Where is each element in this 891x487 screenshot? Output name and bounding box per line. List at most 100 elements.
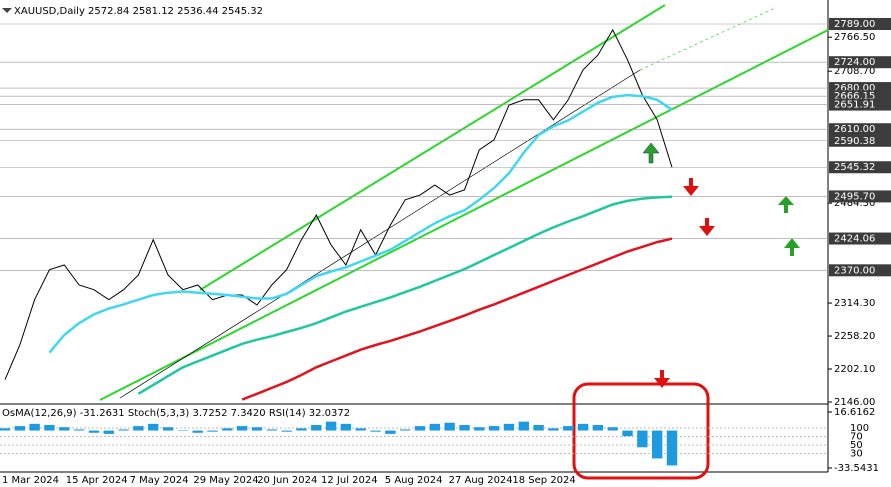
channel-mid (119, 69, 641, 399)
osma-bar (400, 429, 411, 431)
y-tick-label: 2766.50 (834, 32, 875, 43)
line-series (241, 237, 673, 401)
x-tick-label: 18 Sep 2024 (512, 475, 575, 486)
y-tick-label: 2202.10 (834, 364, 875, 375)
osma-bar (207, 430, 218, 432)
level-label: 2370.00 (834, 265, 875, 276)
osma-bar (533, 424, 544, 431)
osma-bar (488, 426, 500, 431)
osma-bar (296, 428, 307, 431)
x-tick-label: 15 Apr 2024 (66, 475, 128, 486)
osma-bar (222, 428, 233, 431)
osma-bar (29, 423, 40, 431)
osma-bar (651, 430, 663, 459)
osma-bar (385, 430, 396, 434)
osma-bar (370, 430, 381, 432)
level-tag (829, 17, 891, 30)
osma-bar (340, 423, 352, 431)
osma-bar (563, 426, 574, 431)
osma-bar (148, 423, 159, 431)
symbol-icon (2, 8, 12, 13)
level-tag (829, 98, 891, 111)
osma-bar (503, 423, 515, 431)
level-tag (829, 232, 891, 245)
osma-bar (162, 427, 174, 431)
osma-bar (355, 428, 366, 431)
line-series (48, 93, 673, 354)
level-tag (829, 56, 891, 69)
level-tag (829, 134, 891, 147)
level-label: 2545.32 (834, 162, 875, 173)
level-label: 2789.00 (834, 19, 875, 30)
osma-bar (592, 424, 604, 431)
x-tick-label: 27 Aug 2024 (449, 475, 513, 486)
osma-bar (666, 430, 678, 466)
osma-bar (548, 428, 559, 431)
osma-bar (44, 424, 55, 431)
osma-bar (73, 429, 85, 431)
osma-bar (192, 430, 203, 433)
osma-bar (118, 429, 129, 431)
channel-mid-ext (639, 7, 776, 71)
level-label: 2651.91 (834, 100, 875, 111)
x-tick-label: 5 Aug 2024 (385, 475, 443, 486)
osma-bar (103, 430, 114, 434)
x-tick-label: 29 May 2024 (193, 475, 258, 486)
osma-bar (14, 426, 26, 431)
osma-bar (88, 430, 100, 433)
level-label: 2680.00 (834, 83, 875, 94)
osma-bar (251, 427, 263, 431)
osma-bar (444, 422, 455, 431)
line-series (137, 195, 673, 395)
osma-bar (281, 430, 292, 432)
osma-bar (236, 426, 248, 431)
level-label: 2590.38 (834, 136, 875, 147)
osc-level-label: 30 (850, 449, 863, 460)
y-tick-label: 2708.70 (834, 66, 875, 77)
osma-bar (474, 427, 485, 431)
y-tick-label: 2314.30 (834, 298, 875, 309)
oscillator-title: OsMA(12,26,9) -31.2631 Stoch(5,3,3) 3.72… (2, 408, 350, 419)
chart-title: XAUUSD,Daily 2572.84 2581.12 2536.44 254… (14, 6, 263, 17)
osma-bar (311, 424, 322, 431)
line-series (4, 28, 673, 380)
level-label: 2424.06 (834, 234, 875, 245)
level-label: 2724.00 (834, 57, 875, 68)
osma-bar (325, 421, 337, 431)
osma-bar (133, 426, 144, 431)
highlight-box (572, 382, 710, 480)
osma-bar (637, 430, 648, 448)
x-tick-label: 1 Mar 2024 (2, 475, 59, 486)
y-tick-label: 2146.00 (834, 397, 875, 408)
osc-level-label: 70 (850, 432, 863, 443)
osma-bar (429, 423, 441, 431)
x-tick-label: 7 May 2024 (130, 475, 189, 486)
level-tag (829, 123, 891, 136)
y-tick-label: 2484.30 (834, 198, 875, 209)
osc-level-label: 50 (850, 440, 863, 451)
osma-bar (59, 427, 70, 431)
level-tag (829, 161, 891, 174)
channel-lower (99, 29, 829, 401)
osma-bar (0, 428, 11, 431)
level-tag (829, 190, 891, 203)
osma-bar (459, 424, 470, 431)
level-label: 2666.15 (834, 91, 875, 102)
x-tick-label: 20 Jun 2024 (257, 475, 317, 486)
channel-upper (199, 4, 666, 291)
y2-tick-label: -33.5431 (834, 463, 879, 474)
arrows (642, 142, 800, 388)
osma-bar (414, 426, 426, 431)
osma-bar (266, 429, 277, 431)
osc-level-label: 100 (850, 423, 869, 434)
osma-bar (177, 430, 189, 432)
y2-tick-label: 16.6162 (834, 407, 875, 418)
osma-bar (607, 427, 618, 431)
level-label: 2495.70 (834, 191, 875, 202)
y-tick-label: 2258.20 (834, 331, 875, 342)
osma-bar (577, 423, 589, 431)
level-tag (829, 264, 891, 277)
osma-bar (518, 421, 529, 431)
